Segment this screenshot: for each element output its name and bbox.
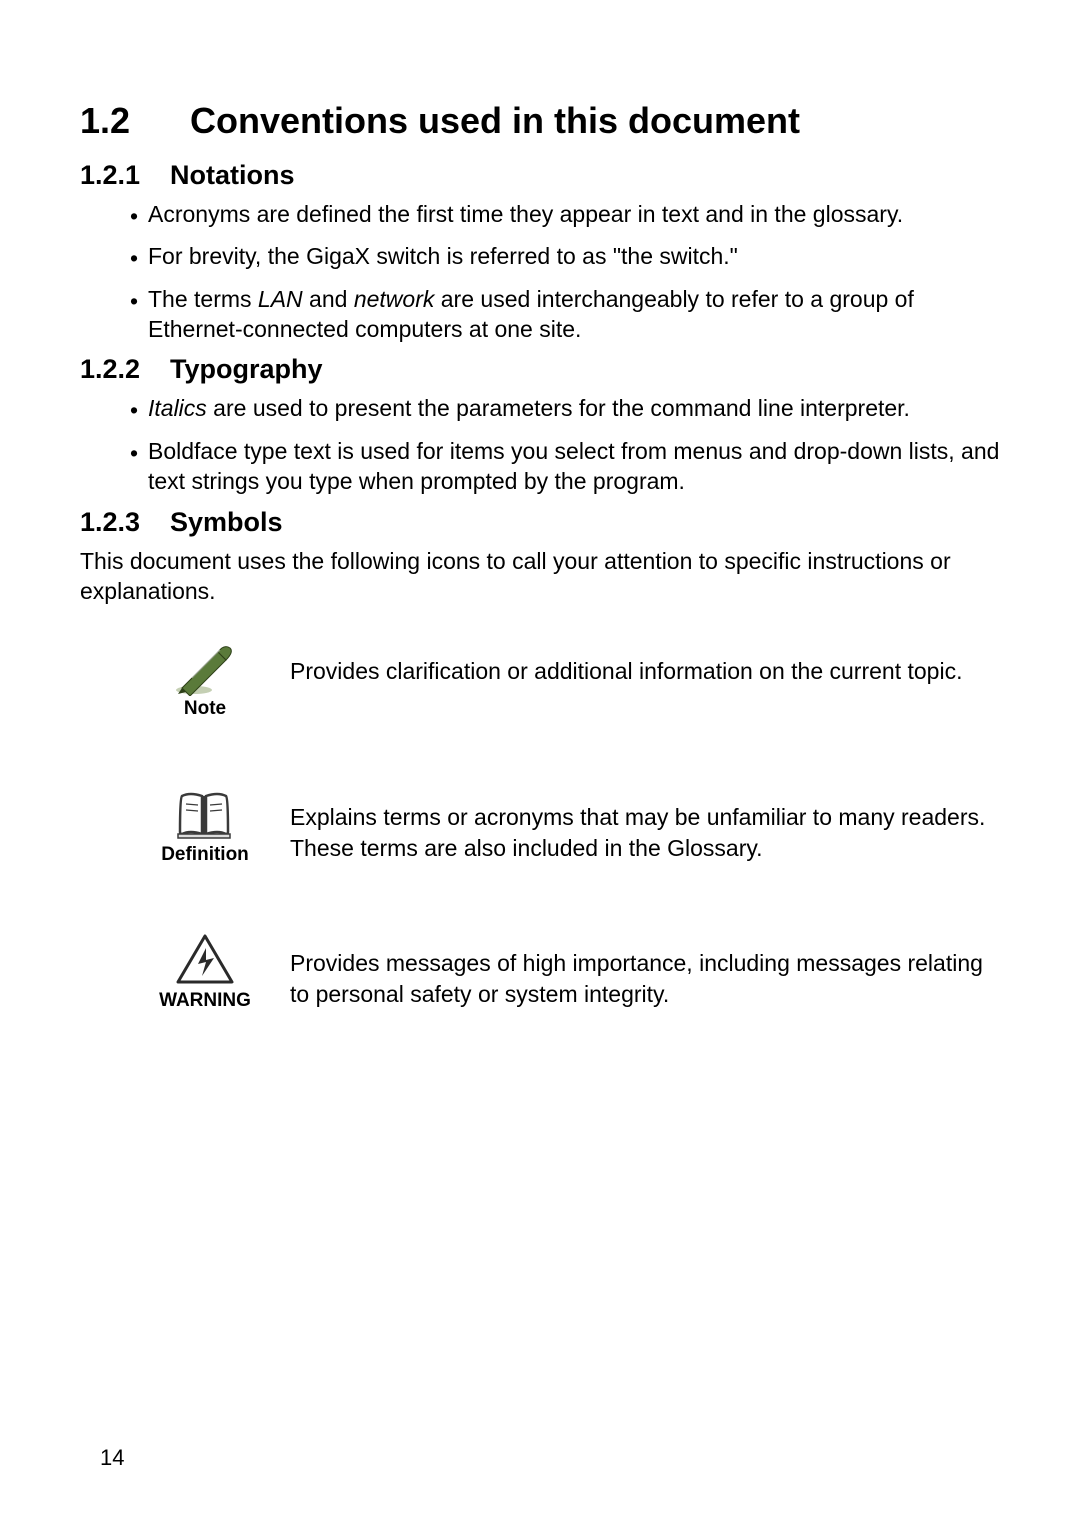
symbols-list: NoteProvides clarification or additional… xyxy=(80,634,1000,1012)
symbol-row: NoteProvides clarification or additional… xyxy=(80,634,1000,720)
warning-icon xyxy=(120,926,290,988)
bullet-list-typography: •Italics are used to present the paramet… xyxy=(80,393,1000,496)
heading-1: 1.2 Conventions used in this document xyxy=(80,100,1000,142)
heading-2-symbols: 1.2.3 Symbols xyxy=(80,507,1000,538)
symbols-intro-text: This document uses the following icons t… xyxy=(80,546,1000,607)
bullet-item: •The terms LAN and network are used inte… xyxy=(130,284,1000,345)
symbol-description: Provides messages of high importance, in… xyxy=(290,926,1000,1009)
bullet-item: •Italics are used to present the paramet… xyxy=(130,393,1000,425)
symbol-label: Note xyxy=(120,698,290,720)
bullet-list-notations: •Acronyms are defined the first time the… xyxy=(80,199,1000,344)
bullet-dot-icon: • xyxy=(130,436,148,497)
symbol-icon-column: Definition xyxy=(120,780,290,866)
heading-2-number: 1.2.3 xyxy=(80,507,170,538)
bullet-dot-icon: • xyxy=(130,241,148,273)
heading-1-number: 1.2 xyxy=(80,100,190,142)
bullet-item: •For brevity, the GigaX switch is referr… xyxy=(130,241,1000,273)
symbol-row: DefinitionExplains terms or acronyms tha… xyxy=(80,780,1000,866)
heading-2-typography: 1.2.2 Typography xyxy=(80,354,1000,385)
bullet-dot-icon: • xyxy=(130,393,148,425)
bullet-text: For brevity, the GigaX switch is referre… xyxy=(148,241,1000,273)
bullet-item: •Boldface type text is used for items yo… xyxy=(130,436,1000,497)
symbol-label: WARNING xyxy=(120,990,290,1012)
book-icon xyxy=(172,784,238,842)
heading-2-number: 1.2.2 xyxy=(80,354,170,385)
bullet-text: Acronyms are defined the first time they… xyxy=(148,199,1000,231)
bullet-dot-icon: • xyxy=(130,284,148,345)
document-page: 1.2 Conventions used in this document 1.… xyxy=(0,0,1080,1529)
symbol-icon-column: WARNING xyxy=(120,926,290,1012)
warning-icon xyxy=(172,930,238,988)
bullet-item: •Acronyms are defined the first time the… xyxy=(130,199,1000,231)
bullet-text: Italics are used to present the paramete… xyxy=(148,393,1000,425)
heading-2-title: Typography xyxy=(170,354,323,385)
note-icon xyxy=(120,634,290,696)
pen-icon xyxy=(172,638,238,696)
symbol-row: WARNINGProvides messages of high importa… xyxy=(80,926,1000,1012)
heading-2-title: Notations xyxy=(170,160,295,191)
bullet-text: Boldface type text is used for items you… xyxy=(148,436,1000,497)
bullet-text: The terms LAN and network are used inter… xyxy=(148,284,1000,345)
heading-2-number: 1.2.1 xyxy=(80,160,170,191)
page-number: 14 xyxy=(100,1445,124,1471)
bullet-dot-icon: • xyxy=(130,199,148,231)
heading-2-notations: 1.2.1 Notations xyxy=(80,160,1000,191)
symbol-label: Definition xyxy=(120,844,290,866)
heading-1-title: Conventions used in this document xyxy=(190,100,800,142)
definition-icon xyxy=(120,780,290,842)
heading-2-title: Symbols xyxy=(170,507,283,538)
symbol-icon-column: Note xyxy=(120,634,290,720)
symbol-description: Provides clarification or additional inf… xyxy=(290,634,1000,686)
symbol-description: Explains terms or acronyms that may be u… xyxy=(290,780,1000,863)
